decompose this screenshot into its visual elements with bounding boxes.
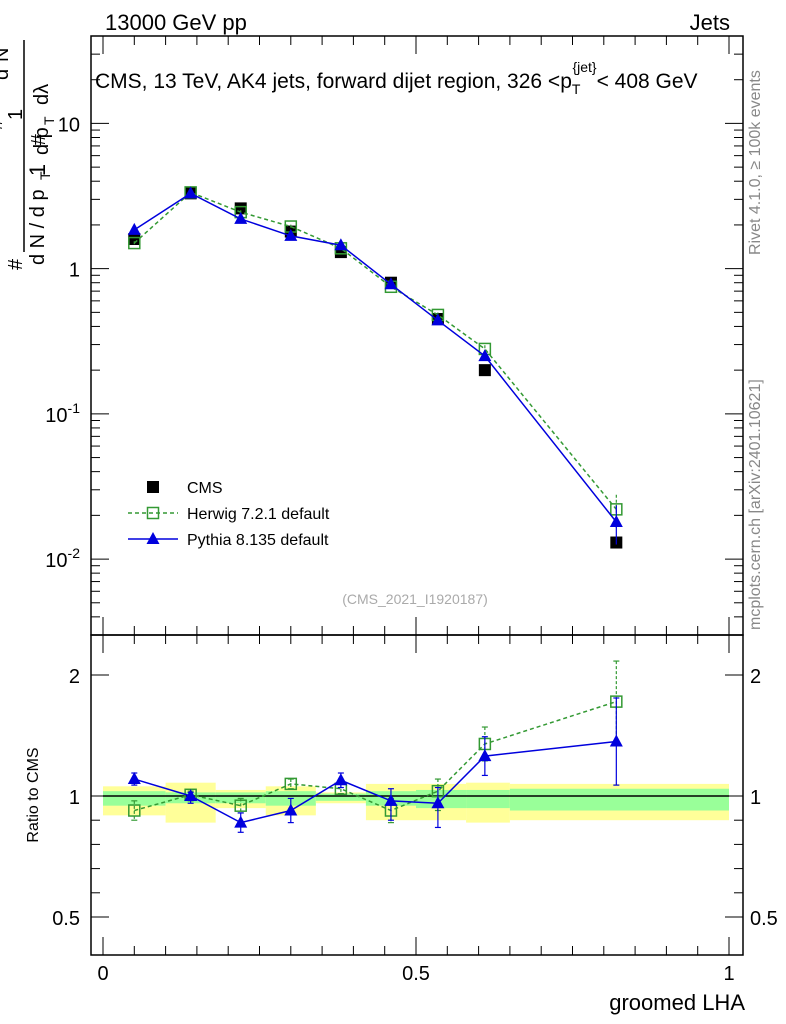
data-point-cms xyxy=(334,246,347,259)
data-point-pythia-8-135-default xyxy=(234,211,248,224)
y-tick-label-ratio-left: 2 xyxy=(69,666,80,688)
title-part-sup: {jet} xyxy=(572,59,596,75)
y-tick-label-main: 10-1 xyxy=(45,400,80,427)
data-point-pythia-8-135-default xyxy=(609,515,623,528)
data-point-pythia-8-135-default xyxy=(184,186,198,199)
x-tick-label: 0 xyxy=(97,963,108,985)
data-point-cms xyxy=(478,364,491,377)
series-line-pythia-8-135-default xyxy=(133,192,617,523)
ratio-point-herwig-7-2-1-default xyxy=(284,777,298,791)
title-part-sub: T xyxy=(572,81,581,97)
title-part-after: < 408 GeV xyxy=(597,70,698,93)
svg-text:d: d xyxy=(0,69,13,80)
ratio-point-pythia-8-135-default xyxy=(431,796,445,809)
ratio-point-pythia-8-135-default xyxy=(284,803,298,816)
svg-text:#: # xyxy=(0,118,7,130)
legend-entry-pythia-8-135-default: Pythia 8.135 default xyxy=(128,532,329,549)
ratio-point-pythia-8-135-default xyxy=(334,773,348,786)
y-axis-label-main-text: 1/(dN/dpT) d²N/(dpT dλ) xyxy=(12,65,28,214)
legend-label: CMS xyxy=(187,480,223,497)
y-axis-label-main-graphic: # d N / d p T 1 # d p T dλ d 2 N xyxy=(0,40,57,270)
ratio-panel-frame xyxy=(90,634,744,956)
svg-text:1: 1 xyxy=(25,164,50,176)
data-point-pythia-8-135-default xyxy=(431,313,445,326)
watermark: (CMS_2021_I1920187) xyxy=(342,591,488,607)
svg-text:2: 2 xyxy=(0,62,3,70)
data-point-herwig-7-2-1-default xyxy=(128,236,141,250)
data-point-pythia-8-135-default xyxy=(384,277,398,290)
svg-text:T: T xyxy=(37,171,53,180)
legend-label: Pythia 8.135 default xyxy=(187,532,329,549)
x-axis-label: groomed LHA xyxy=(609,990,745,1015)
y-tick-label-main: 10-2 xyxy=(45,545,80,572)
header-right: Jets xyxy=(690,10,730,35)
y-tick-label-ratio-right: 1 xyxy=(750,787,761,809)
x-tick-label: 0.5 xyxy=(402,963,430,985)
y-axis-label-ratio: Ratio to CMS xyxy=(25,747,42,842)
data-point-pythia-8-135-default xyxy=(284,228,298,241)
ratio-point-pythia-8-135-default xyxy=(478,749,492,762)
y-tick-label-main: 10 xyxy=(58,114,80,136)
header-left: 13000 GeV pp xyxy=(105,10,247,35)
legend-entry-cms: CMS xyxy=(147,480,223,497)
ratio-point-pythia-8-135-default xyxy=(234,815,248,828)
ratio-point-herwig-7-2-1-default xyxy=(234,799,247,812)
data-point-pythia-8-135-default xyxy=(334,238,348,251)
ratio-band-inner xyxy=(466,789,510,809)
data-point-pythia-8-135-default xyxy=(127,222,141,235)
y-axis-label-main: # 1 1/(dN/dpT) d²N/(dpT dλ) xyxy=(12,65,50,214)
svg-text:T: T xyxy=(41,116,57,125)
y-tick-label-ratio-left: 1 xyxy=(69,787,80,809)
ratio-point-herwig-7-2-1-default xyxy=(128,804,141,817)
legend-marker-herwig-7-2-1-default xyxy=(146,506,160,520)
svg-text:N: N xyxy=(0,48,13,62)
ratio-point-pythia-8-135-default xyxy=(384,793,398,806)
y-tick-label-main: 1 xyxy=(69,260,80,282)
legend-marker-pythia-8-135-default xyxy=(146,532,160,544)
data-point-cms xyxy=(128,233,141,246)
x-tick-label: 1 xyxy=(723,963,734,985)
y-tick-label-ratio-left: 0.5 xyxy=(52,908,80,930)
legend-entry-herwig-7-2-1-default: Herwig 7.2.1 default xyxy=(128,506,330,523)
svg-text:d N / d p: d N / d p xyxy=(27,189,49,265)
y-tick-label-ratio-right: 0.5 xyxy=(750,908,778,930)
legend-marker-cms xyxy=(147,481,159,493)
ratio-point-pythia-8-135-default xyxy=(184,789,198,801)
data-point-pythia-8-135-default xyxy=(478,349,492,362)
svg-text:d p: d p xyxy=(31,127,53,155)
ratio-band-inner xyxy=(315,793,366,801)
ratio-band-inner xyxy=(509,788,729,811)
title-part-before: CMS, 13 TeV, AK4 jets, forward dijet reg… xyxy=(95,70,572,93)
plot-title: CMS, 13 TeV, AK4 jets, forward dijet reg… xyxy=(95,59,698,97)
legend-label: Herwig 7.2.1 default xyxy=(187,506,330,523)
ratio-band-inner xyxy=(215,792,266,804)
svg-text:#: # xyxy=(5,258,27,270)
series-line-herwig-7-2-1-default xyxy=(133,191,617,510)
ratio-line-herwig-7-2-1-default xyxy=(134,700,617,812)
side-label-top: Rivet 4.1.0, ≥ 100k events xyxy=(747,70,764,255)
ratio-point-pythia-8-135-default xyxy=(609,734,623,747)
svg-text:dλ: dλ xyxy=(31,84,53,105)
ratio-point-pythia-8-135-default xyxy=(127,772,141,785)
y-tick-label-ratio-right: 2 xyxy=(750,666,761,688)
ratio-band-inner xyxy=(103,791,166,806)
svg-text:#: # xyxy=(28,134,50,146)
side-label-bottom: mcplots.cern.ch [arXiv:2401.10621] xyxy=(747,379,764,630)
svg-text:1: 1 xyxy=(5,109,27,120)
